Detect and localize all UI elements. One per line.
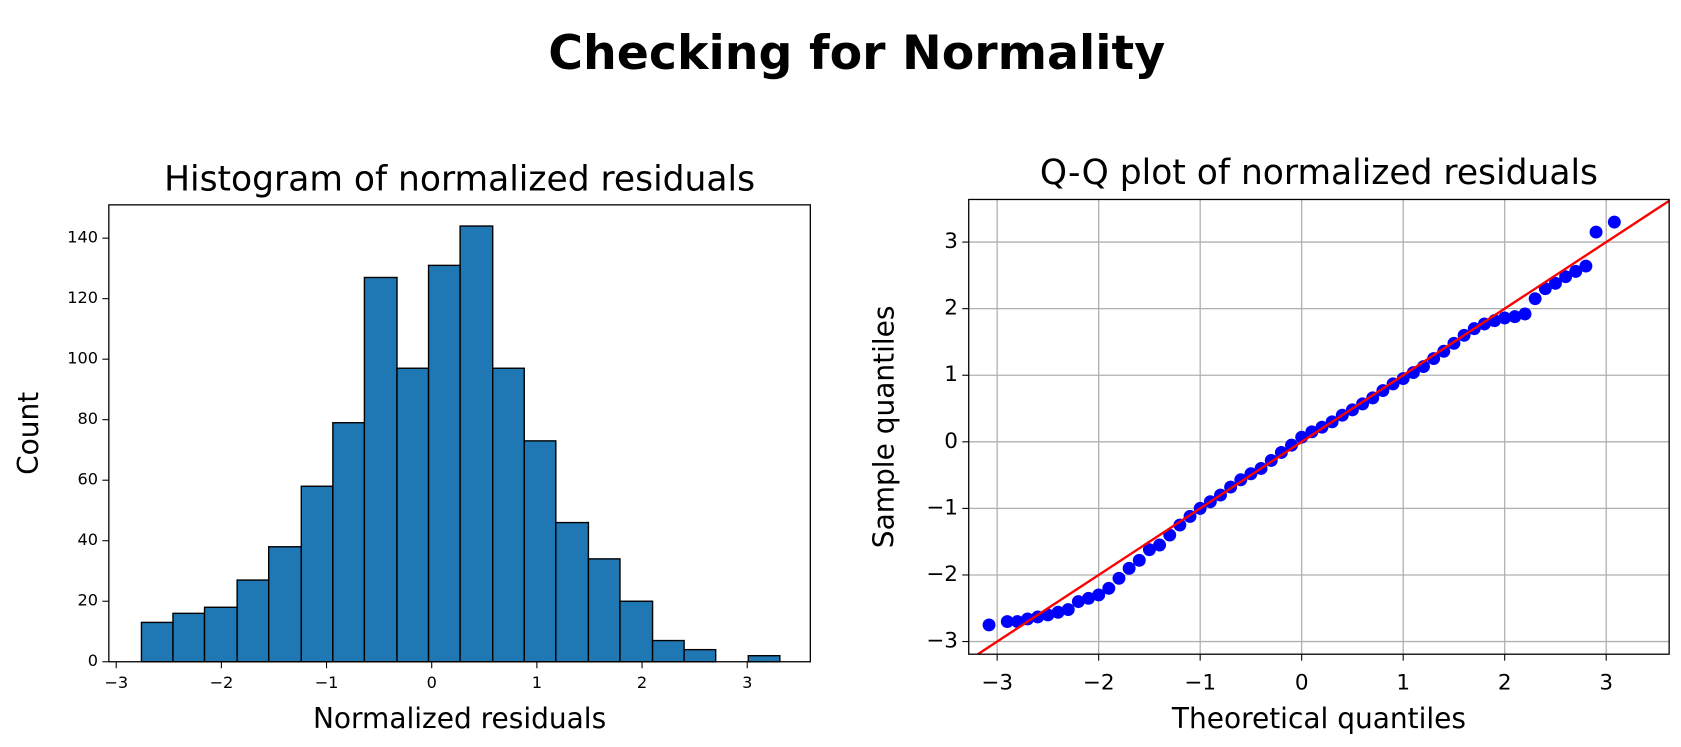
point (1051, 605, 1065, 619)
y-tick-label: −1 (926, 495, 958, 520)
point (1548, 276, 1562, 290)
x-axis-label: Theoretical quantiles (1171, 702, 1466, 735)
x-tick-label: 2 (1498, 670, 1512, 695)
point (1071, 595, 1085, 609)
y-tick-label: 140 (67, 228, 98, 247)
point (1285, 438, 1298, 452)
point (1132, 553, 1146, 567)
x-tick-label: −3 (104, 673, 128, 692)
bar (523, 440, 557, 663)
y-tick-label: 3 (944, 229, 958, 254)
bar (427, 264, 461, 663)
y-tick-label: 0 (88, 651, 98, 670)
y-tick-label: 80 (77, 409, 98, 428)
bar (555, 521, 590, 663)
y-tick-label: 0 (944, 429, 958, 454)
y-tick-label: 2 (944, 296, 958, 321)
y-tick-label: 60 (77, 470, 98, 489)
bar (267, 546, 302, 663)
bar (587, 558, 621, 663)
bar (332, 422, 366, 663)
y-tick-label: −2 (926, 562, 958, 587)
y-axis-label: Count (12, 392, 45, 475)
y-tick-label: 40 (77, 530, 98, 549)
point (1607, 215, 1621, 229)
axes-frame (108, 204, 811, 663)
bar (172, 612, 206, 663)
x-tick-label: 0 (1295, 670, 1309, 695)
y-axis-label: Sample quantiles (868, 306, 901, 549)
bar (300, 485, 334, 663)
point (1112, 571, 1126, 585)
bar (683, 648, 717, 663)
x-tick-label: 0 (427, 673, 437, 692)
point (1437, 344, 1451, 358)
point (1142, 543, 1156, 557)
x-tick-label: 3 (742, 673, 752, 692)
point (1021, 612, 1035, 626)
point (1092, 588, 1106, 602)
y-tick-label: 1 (944, 362, 958, 387)
x-tick-label: 3 (1599, 670, 1613, 695)
x-tick-label: −2 (209, 673, 233, 692)
point (1153, 538, 1167, 552)
x-tick-label: −3 (981, 670, 1013, 695)
point (1061, 603, 1075, 617)
point (1518, 307, 1532, 321)
page-title: Checking for Normality (548, 26, 1165, 81)
chart: −3 −2 −1 0 1 2 3 0 20 40 60 80 100 120 140 Histogram of… (12, 160, 811, 735)
point (1396, 372, 1410, 386)
bar (140, 621, 174, 663)
point (1569, 264, 1583, 278)
point (1579, 259, 1593, 273)
point (1000, 615, 1014, 629)
y-tick-label: 20 (77, 591, 98, 610)
chart-title: Q-Q plot of normalized residuals (1040, 153, 1598, 193)
x-tick-label: −1 (315, 673, 339, 692)
chart-title: Histogram of normalized residuals (164, 160, 755, 200)
x-axis-label: Normalized residuals (313, 702, 606, 735)
y-tick-label: 120 (67, 288, 98, 307)
bar (459, 225, 494, 663)
point (1498, 311, 1512, 325)
y-tick-label: 100 (67, 349, 98, 368)
point (1427, 352, 1441, 366)
x-tick-label: −2 (1083, 670, 1115, 695)
point (982, 618, 996, 632)
y-tick-label: −3 (926, 629, 958, 654)
point (1102, 581, 1116, 595)
x-tick-label: 1 (532, 673, 542, 692)
bar (619, 600, 654, 663)
point (1173, 518, 1187, 532)
x-tick-label: −1 (1184, 670, 1216, 695)
bar (236, 579, 270, 663)
bar (492, 367, 525, 663)
x-tick-label: 1 (1396, 670, 1410, 695)
point (1305, 425, 1319, 439)
point (1559, 270, 1573, 284)
chart: −3 −2 −1 0 1 2 3 −3 −2 −1 0 1 2 3 Q-Q plot of normaliz… (868, 153, 1670, 735)
point (1508, 310, 1522, 324)
bar (396, 367, 430, 663)
bar (363, 276, 398, 663)
point (1366, 391, 1380, 405)
bar (651, 639, 685, 663)
point (1082, 591, 1095, 605)
point (1528, 292, 1542, 306)
point (1589, 225, 1603, 239)
bar (747, 654, 781, 663)
point (1122, 561, 1136, 575)
x-tick-label: 2 (637, 673, 647, 692)
reference-line (975, 199, 1670, 655)
bar (203, 606, 238, 663)
point (1274, 446, 1288, 459)
axes-frame (968, 198, 1670, 655)
